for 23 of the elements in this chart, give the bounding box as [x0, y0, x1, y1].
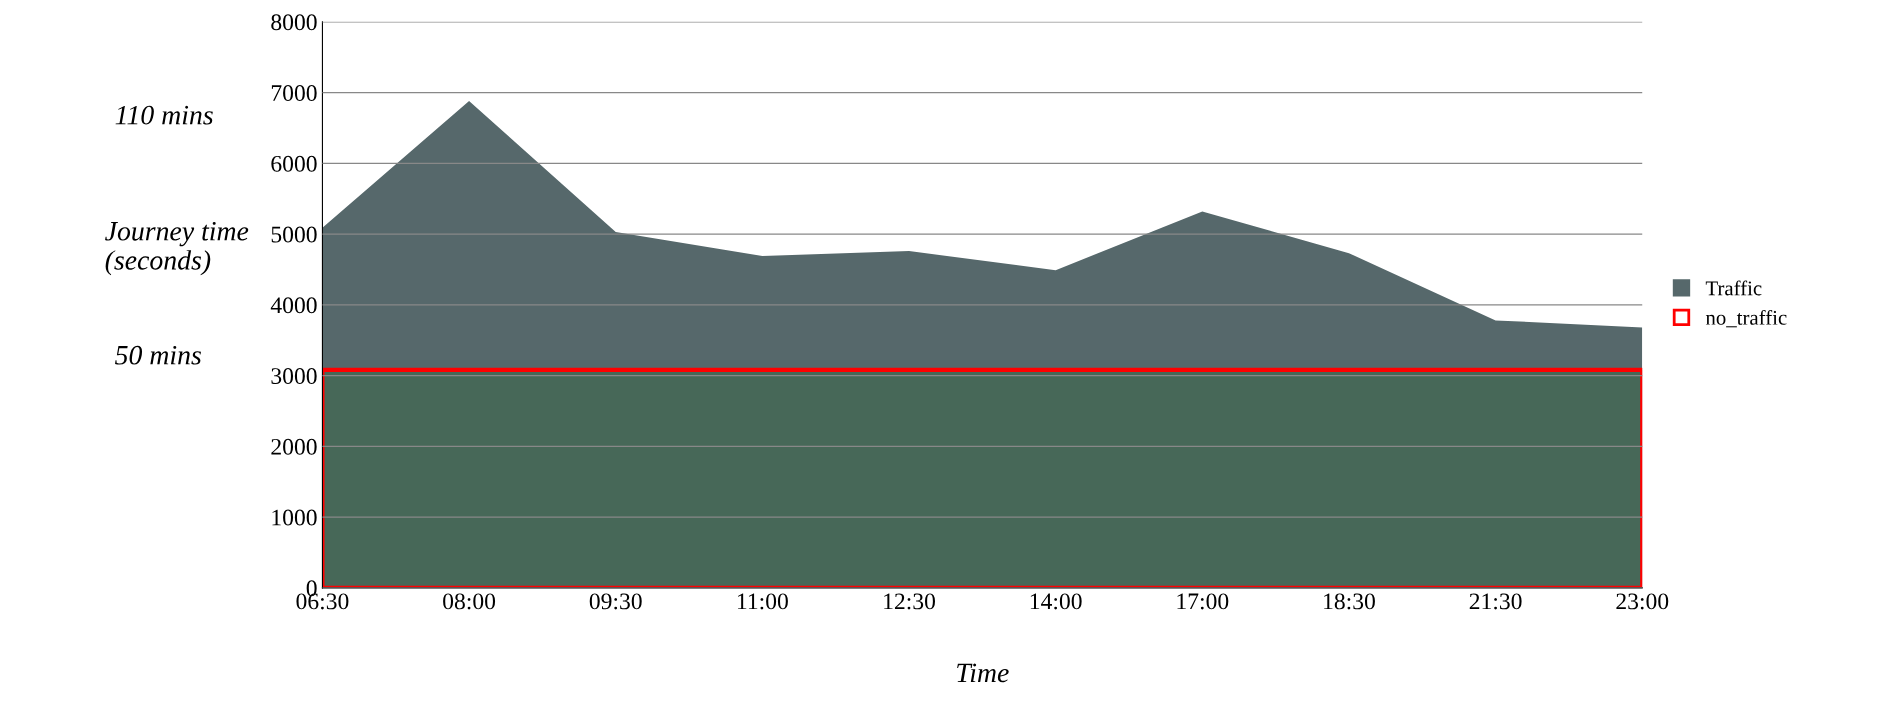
y-tick-label: 7000 — [271, 85, 317, 101]
legend-label: Traffic — [1705, 280, 1762, 296]
y-tick-label: 2000 — [271, 438, 317, 455]
legend-label: no_traffic — [1705, 309, 1787, 328]
x-tick-label: 18:30 — [1324, 593, 1375, 610]
text: 110 mins — [115, 105, 213, 125]
x-tick-label: 11:00 — [738, 593, 788, 610]
x-tick-label: 21:30 — [1469, 593, 1522, 610]
y-tick-label: 4000 — [270, 297, 317, 314]
x-tick-label: 17:00 — [1177, 593, 1229, 610]
y-tick-label: 8000 — [271, 14, 317, 31]
y-tick-label: 5000 — [271, 226, 317, 243]
y-tick-label: 1000 — [272, 509, 317, 526]
x-tick-label: 12:30 — [884, 593, 936, 610]
x-tick-label: 14:00 — [1030, 593, 1082, 610]
y-tick-label: 3000 — [271, 368, 317, 385]
x-tick-label: 09:30 — [589, 593, 642, 610]
y-tick-label: 6000 — [271, 155, 317, 172]
text: 50 mins — [115, 345, 201, 365]
y-axis-title: Journey time (seconds) — [105, 221, 249, 276]
x-axis-title: Time — [957, 663, 1009, 683]
x-tick-label: 08:00 — [443, 593, 496, 610]
x-tick-label: 23:00 — [1616, 593, 1669, 610]
